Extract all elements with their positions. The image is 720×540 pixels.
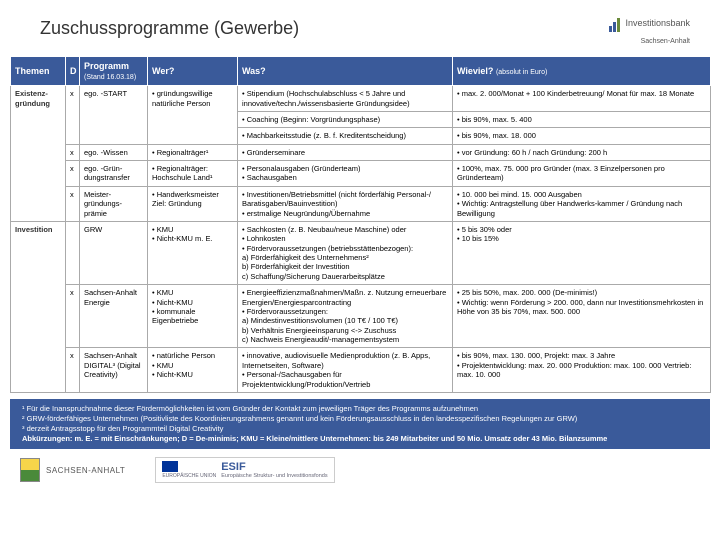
cell-wieviel: • bis 90%, max. 5. 400 xyxy=(453,111,711,127)
cell-was: • innovative, audiovisuelle Medienproduk… xyxy=(238,348,453,393)
cell-was: • Energieeffizienzmaßnahmen/Maßn. z. Nut… xyxy=(238,285,453,348)
cell-wer: • KMU • Nicht-KMU m. E. xyxy=(148,221,238,284)
cell-wieviel: • 5 bis 30% oder • 10 bis 15% xyxy=(453,221,711,284)
cell-wieviel: • 25 bis 50%, max. 200. 000 (De-minimis!… xyxy=(453,285,711,348)
cell-wer: • Handwerksmeister Ziel: Gründung xyxy=(148,186,238,221)
col-wieviel: Wieviel? (absolut in Euro) xyxy=(453,57,711,86)
sachsen-anhalt-logo: SACHSEN-ANHALT xyxy=(20,458,125,482)
cell-was: • Gründerseminare xyxy=(238,144,453,160)
cell-wieviel: • bis 90%, max. 18. 000 xyxy=(453,128,711,144)
cell-wer: • KMU • Nicht-KMU • kommunale Eigenbetri… xyxy=(148,285,238,348)
cell-prog: ego. -START xyxy=(80,86,148,145)
cell-prog: Sachsen-Anhalt DIGITAL³ (Digital Creativ… xyxy=(80,348,148,393)
cell-was: • Stipendium (Hochschulabschluss < 5 Jah… xyxy=(238,86,453,112)
cell-was: • Sachkosten (z. B. Neubau/neue Maschine… xyxy=(238,221,453,284)
footnote-1: ¹ Für die Inanspruchnahme dieser Förderm… xyxy=(22,404,698,414)
logo-text-2: Sachsen-Anhalt xyxy=(641,38,690,45)
cell-wer: • Regionalträger: Hochschule Land¹ xyxy=(148,161,238,187)
shield-icon xyxy=(20,458,40,482)
cell-wer: • Regionalträger¹ xyxy=(148,144,238,160)
eu-flag-icon xyxy=(162,461,178,472)
cell-wieviel: • 10. 000 bei mind. 15. 000 Ausgaben • W… xyxy=(453,186,711,221)
cell-wieviel: • max. 2. 000/Monat + 100 Kinderbetreuun… xyxy=(453,86,711,112)
cell-prog: Meister- gründungs- prämie xyxy=(80,186,148,221)
cell-prog: GRW xyxy=(80,221,148,284)
footnote-2: ² GRW-förderfähiges Unternehmen (Positiv… xyxy=(22,414,698,424)
col-programm: Programm(Stand 16.03.18) xyxy=(80,57,148,86)
cell-d: x xyxy=(66,86,80,145)
cell-d: x xyxy=(66,285,80,348)
col-themen: Themen xyxy=(11,57,66,86)
cell-was: • Machbarkeitsstudie (z. B. f. Kreditent… xyxy=(238,128,453,144)
cell-prog: Sachsen-Anhalt Energie xyxy=(80,285,148,348)
footnote-abk: Abkürzungen: m. E. = mit Einschränkungen… xyxy=(22,434,698,444)
cell-wer: • gründungswillige natürliche Person xyxy=(148,86,238,145)
theme-existenz: Existenz- gründung xyxy=(11,86,66,222)
grants-table: Themen D Programm(Stand 16.03.18) Wer? W… xyxy=(10,56,711,393)
col-d: D xyxy=(66,57,80,86)
cell-wer: • natürliche Person • KMU • Nicht-KMU xyxy=(148,348,238,393)
col-was: Was? xyxy=(238,57,453,86)
cell-d: x xyxy=(66,348,80,393)
page-title: Zuschussprogramme (Gewerbe) xyxy=(40,18,299,39)
cell-d: x xyxy=(66,144,80,160)
cell-was: • Coaching (Beginn: Vorgründungsphase) xyxy=(238,111,453,127)
cell-was: • Personalausgaben (Gründerteam) • Sacha… xyxy=(238,161,453,187)
footer-logos: SACHSEN-ANHALT EUROPÄISCHE UNION ESIF Eu… xyxy=(0,449,720,491)
cell-prog: ego. -Grün- dungstransfer xyxy=(80,161,148,187)
cell-wieviel: • vor Gründung: 60 h / nach Gründung: 20… xyxy=(453,144,711,160)
theme-investition: Investition xyxy=(11,221,66,392)
cell-d: x xyxy=(66,161,80,187)
cell-d: x xyxy=(66,186,80,221)
cell-wieviel: • bis 90%, max. 130. 000, Projekt: max. … xyxy=(453,348,711,393)
logo-text-1: Investitionsbank xyxy=(625,18,690,28)
cell-d xyxy=(66,221,80,284)
col-wer: Wer? xyxy=(148,57,238,86)
cell-was: • Investitionen/Betriebsmittel (nicht fö… xyxy=(238,186,453,221)
cell-prog: ego. -Wissen xyxy=(80,144,148,160)
bank-logo: Investitionsbank Sachsen-Anhalt xyxy=(609,18,690,46)
esif-logo: EUROPÄISCHE UNION ESIF Europäische Struk… xyxy=(155,457,334,483)
cell-wieviel: • 100%, max. 75. 000 pro Gründer (max. 3… xyxy=(453,161,711,187)
footnote-3: ³ derzeit Antragsstopp für den Programmt… xyxy=(22,424,698,434)
footnotes: ¹ Für die Inanspruchnahme dieser Förderm… xyxy=(10,399,710,450)
